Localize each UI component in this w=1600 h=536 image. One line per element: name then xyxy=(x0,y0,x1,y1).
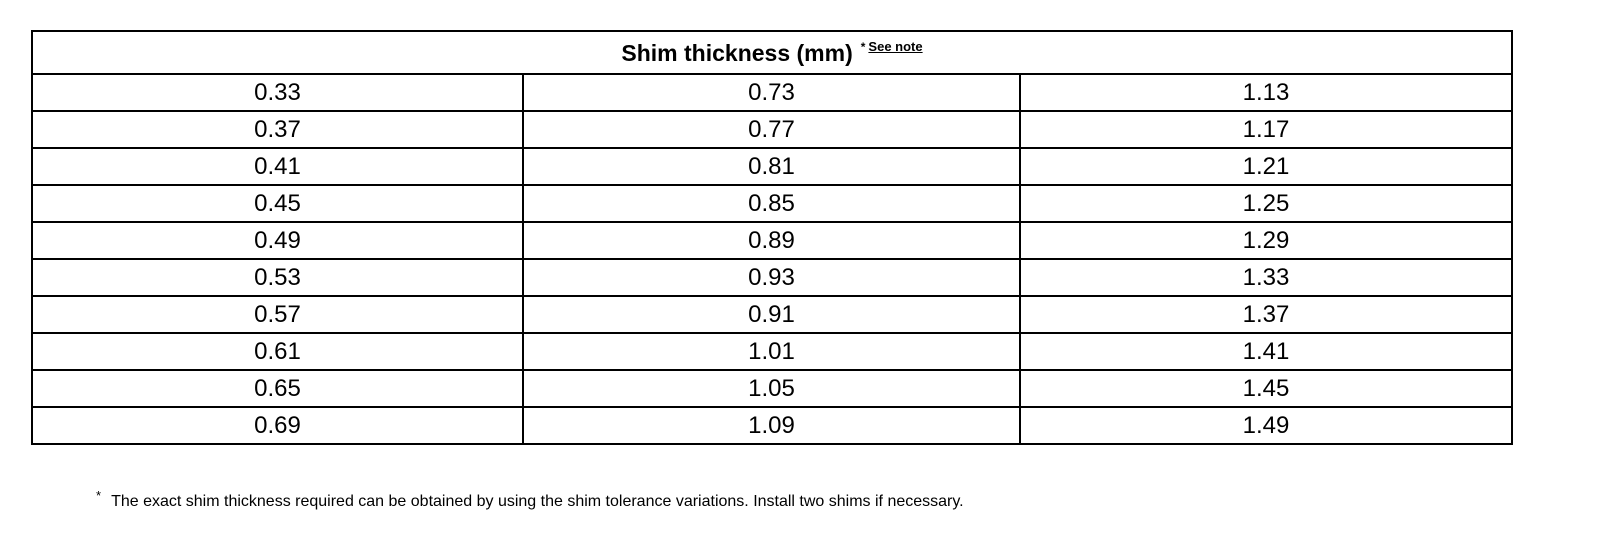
header-row: Shim thickness (mm) * See note xyxy=(30,30,1514,75)
note-link[interactable]: See note xyxy=(868,38,923,54)
table-cell: 1.05 xyxy=(522,369,1021,408)
note-marker: * xyxy=(860,39,866,54)
table-cell: 0.81 xyxy=(522,147,1021,186)
table-row: 0.33 0.73 1.13 xyxy=(31,73,1514,112)
footnote-marker: * xyxy=(96,488,102,503)
table-row: 0.37 0.77 1.17 xyxy=(31,110,1514,149)
table-row: 0.41 0.81 1.21 xyxy=(31,147,1514,186)
table-cell: 1.49 xyxy=(1018,406,1514,445)
table-cell: 0.89 xyxy=(522,221,1021,260)
table-cell: 1.41 xyxy=(1018,332,1514,371)
table-cell: 0.93 xyxy=(522,258,1021,297)
table-cell: 0.77 xyxy=(522,110,1021,149)
table-cell: 1.21 xyxy=(1018,147,1514,186)
table-title: Shim thickness (mm) xyxy=(621,39,853,66)
table-cell: 1.09 xyxy=(522,406,1021,445)
table-body: 0.33 0.73 1.13 0.37 0.77 1.17 0.41 0.81 1.21 0.45… xyxy=(31,73,1514,445)
table-cell: 0.33 xyxy=(31,73,524,112)
shim-table: Shim thickness (mm) * See note 0.33 0.73 1.1… xyxy=(30,30,1514,445)
table-row: 0.69 1.09 1.49 xyxy=(31,406,1514,445)
table-cell: 1.01 xyxy=(522,332,1021,371)
table-cell: 1.29 xyxy=(1018,221,1514,260)
table-cell: 0.61 xyxy=(31,332,524,371)
table-cell: 0.73 xyxy=(522,73,1021,112)
table-cell: 1.37 xyxy=(1018,295,1514,334)
table-cell: 0.65 xyxy=(31,369,524,408)
table-cell: 1.13 xyxy=(1018,73,1514,112)
table-cell: 0.57 xyxy=(31,295,524,334)
table-row: 0.49 0.89 1.29 xyxy=(31,221,1514,260)
table-cell: 0.85 xyxy=(522,184,1021,223)
footnote: * The exact shim thickness required can b… xyxy=(96,488,964,511)
table-cell: 0.37 xyxy=(31,110,524,149)
table-cell: 0.91 xyxy=(522,295,1021,334)
table-cell: 0.49 xyxy=(31,221,524,260)
table-cell: 1.17 xyxy=(1018,110,1514,149)
table-cell: 0.69 xyxy=(31,406,524,445)
table-row: 0.61 1.01 1.41 xyxy=(31,332,1514,371)
table-cell: 1.25 xyxy=(1018,184,1514,223)
table-cell: 0.45 xyxy=(31,184,524,223)
table-row: 0.45 0.85 1.25 xyxy=(31,184,1514,223)
table-cell: 1.45 xyxy=(1018,369,1514,408)
footnote-text: The exact shim thickness required can be… xyxy=(111,493,964,510)
table-cell: 0.41 xyxy=(31,147,524,186)
table-cell: 0.53 xyxy=(31,258,524,297)
table-row: 0.53 0.93 1.33 xyxy=(31,258,1514,297)
header-cell: Shim thickness (mm) * See note xyxy=(30,30,1514,75)
table-row: 0.57 0.91 1.37 xyxy=(31,295,1514,334)
table-row: 0.65 1.05 1.45 xyxy=(31,369,1514,408)
table-cell: 1.33 xyxy=(1018,258,1514,297)
